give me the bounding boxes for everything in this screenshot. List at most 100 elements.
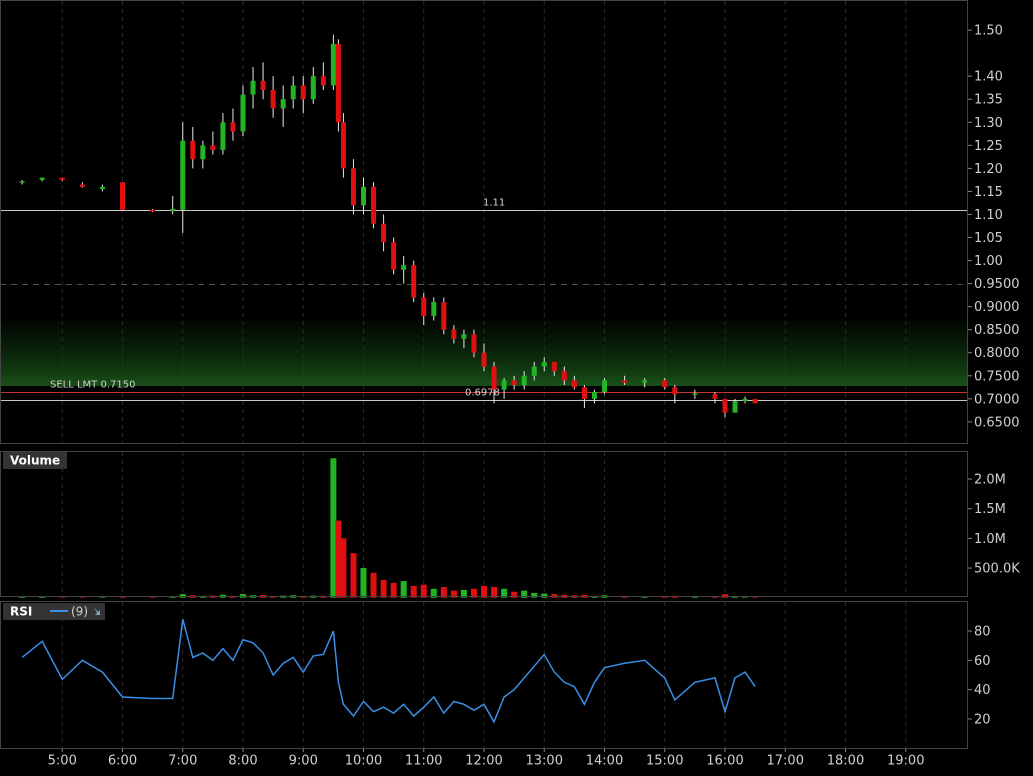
x-tick-label: 12:00 [465, 754, 502, 769]
y-tick-label: 20 [974, 712, 991, 727]
candle-body [240, 94, 246, 132]
y-tick-label: 1.20 [974, 162, 1003, 177]
candle-body [361, 186, 367, 206]
y-tick-label: 1.50 [974, 24, 1003, 39]
candle-body [230, 122, 236, 132]
x-tick-label: 10:00 [345, 754, 382, 769]
volume-bar [440, 587, 447, 598]
x-tick-label: 16:00 [706, 754, 743, 769]
candle-body [601, 380, 607, 392]
candle-body [350, 168, 356, 206]
volume-bar [752, 597, 759, 598]
volume-bar [470, 588, 477, 598]
candle-body [19, 181, 25, 183]
x-tick-label: 9:00 [289, 754, 318, 769]
volume-bar [420, 584, 427, 598]
candle-body [99, 186, 105, 190]
candle-body [335, 43, 341, 123]
volume-bar [340, 538, 347, 598]
level-label: 0.6978 [465, 388, 500, 399]
y-tick-label: 60 [974, 654, 991, 669]
candle-body [250, 80, 256, 95]
volume-bar [179, 594, 186, 598]
candle-body [270, 90, 276, 109]
y-tick-label: 1.25 [974, 139, 1003, 154]
candle-body [330, 43, 336, 86]
y-tick-label: 1.10 [974, 208, 1003, 223]
candle-body [481, 352, 487, 367]
candle-body [622, 380, 628, 383]
candle-body [180, 140, 186, 210]
y-tick-label: 1.35 [974, 93, 1003, 108]
candle-body [531, 366, 537, 376]
y-tick-label: 500.0K [974, 562, 1020, 577]
x-tick-label: 11:00 [405, 754, 442, 769]
candle-body [591, 391, 597, 399]
candle-body [752, 398, 758, 404]
y-tick-label: 0.7000 [974, 392, 1020, 407]
candle-body [290, 85, 296, 100]
x-tick-label: 8:00 [228, 754, 257, 769]
candle-body [722, 398, 728, 413]
volume-bar [330, 458, 337, 598]
candle-body [561, 371, 567, 381]
candle-body [441, 302, 447, 330]
candle-body [742, 398, 748, 402]
candle-body [642, 380, 648, 383]
volume-bar [79, 597, 86, 598]
volume-bar [335, 520, 342, 598]
volume-bar [721, 594, 728, 598]
volume-bar [119, 596, 126, 598]
candle-body [491, 366, 497, 390]
volume-title: Volume [10, 454, 60, 468]
y-tick-label: 0.6500 [974, 415, 1020, 430]
y-tick-label: 0.7500 [974, 369, 1020, 384]
candle-body [421, 297, 427, 316]
volume-bar [350, 553, 357, 598]
volume-bar [169, 596, 176, 598]
candle-body [39, 177, 45, 180]
volume-bar [19, 596, 26, 598]
x-tick-label: 15:00 [646, 754, 683, 769]
volume-bar [521, 590, 528, 598]
volume-bar [149, 597, 156, 598]
volume-bar [541, 593, 548, 598]
candle-body [712, 394, 718, 399]
volume-bar [59, 597, 66, 598]
candle-body [571, 380, 577, 388]
x-tick-label: 5:00 [48, 754, 77, 769]
volume-bar [370, 572, 377, 598]
candle-body [461, 334, 467, 339]
candle-body [280, 99, 286, 109]
volume-bar [711, 596, 718, 598]
y-tick-label: 0.9500 [974, 277, 1020, 292]
candle-body [190, 140, 196, 160]
y-tick-label: 0.9000 [974, 300, 1020, 315]
volume-title-box [3, 452, 67, 469]
rsi-title: RSI [10, 605, 32, 619]
candle-body [732, 401, 738, 413]
candle-body [260, 80, 266, 91]
legend-icon[interactable] [94, 607, 100, 615]
volume-bar [501, 588, 508, 598]
volume-bar [39, 596, 46, 598]
candle-body [511, 380, 517, 386]
y-tick-label: 1.40 [974, 70, 1003, 85]
volume-bar [460, 589, 467, 598]
y-tick-label: 1.0M [974, 532, 1006, 547]
x-tick-label: 7:00 [168, 754, 197, 769]
x-tick-label: 13:00 [526, 754, 563, 769]
volume-bar [450, 590, 457, 598]
candle-body [401, 265, 407, 270]
volume-panel-frame [0, 451, 968, 597]
x-tick-label: 14:00 [586, 754, 623, 769]
candle-body [320, 76, 326, 86]
candle-body [371, 186, 377, 224]
volume-bar [551, 594, 558, 598]
mark-layer: 0.6500 0.7000 0.7500 0.8000 0.8500 0.9000 0.95… [0, 24, 1020, 769]
candle-body [391, 242, 397, 270]
candle-body [381, 223, 387, 243]
candle-body [411, 265, 417, 298]
